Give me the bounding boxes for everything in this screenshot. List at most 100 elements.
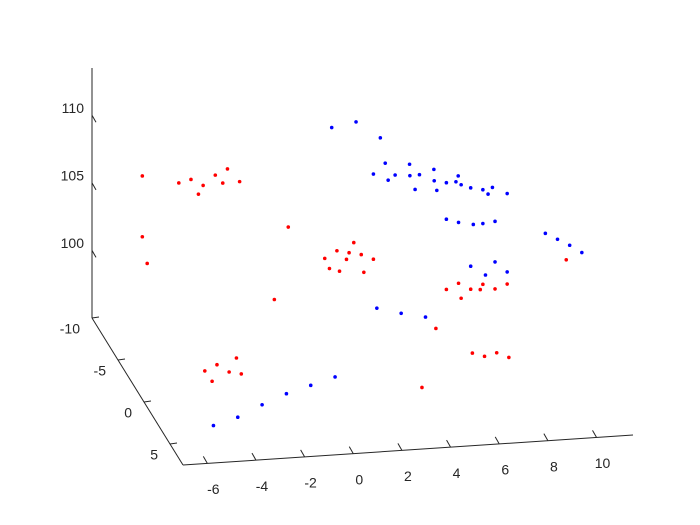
- x-tick-label: 0: [355, 471, 363, 487]
- z-tick-label: 100: [61, 235, 85, 251]
- point: [347, 250, 351, 255]
- point: [555, 237, 560, 242]
- point: [459, 296, 463, 301]
- point: [459, 182, 463, 187]
- point: [383, 161, 388, 165]
- x-tick-label: -2: [304, 475, 317, 491]
- point: [210, 379, 214, 384]
- point: [322, 256, 327, 261]
- point: [203, 369, 207, 373]
- x-tick-label: 2: [404, 468, 412, 484]
- point: [494, 351, 499, 355]
- point: [327, 266, 332, 271]
- point: [140, 234, 145, 239]
- x-tick: [446, 439, 452, 448]
- point: [399, 311, 403, 316]
- point: [493, 219, 497, 224]
- point: [432, 167, 436, 172]
- point: [211, 423, 216, 428]
- point: [482, 354, 487, 359]
- point: [225, 167, 230, 171]
- point: [408, 173, 412, 178]
- point: [333, 375, 337, 379]
- y-tick: [143, 400, 152, 403]
- point: [196, 192, 201, 196]
- point: [344, 257, 349, 262]
- point: [329, 125, 334, 130]
- point: [362, 270, 366, 275]
- x-tick: [300, 449, 306, 458]
- y-axis: [91, 317, 184, 466]
- point: [468, 186, 473, 190]
- x-tick-label: 8: [550, 458, 558, 474]
- point: [335, 249, 339, 253]
- z-tick-label: 105: [61, 168, 85, 184]
- x-tick-label: 10: [595, 455, 611, 471]
- point: [220, 181, 225, 185]
- x-tick: [348, 446, 354, 454]
- point: [371, 257, 376, 261]
- point: [478, 287, 483, 292]
- point: [505, 270, 509, 274]
- point: [337, 269, 342, 274]
- y-tick-label: -5: [94, 363, 107, 379]
- point: [235, 415, 240, 420]
- point: [456, 174, 461, 178]
- point: [490, 185, 495, 190]
- point: [213, 173, 218, 177]
- point: [567, 243, 572, 248]
- x-tick: [494, 436, 500, 445]
- point: [432, 179, 437, 183]
- point: [434, 326, 438, 331]
- point: [227, 370, 231, 374]
- point: [239, 372, 244, 376]
- x-tick: [251, 452, 257, 461]
- point: [468, 264, 473, 269]
- y-tick-label: -10: [60, 321, 80, 337]
- point: [580, 250, 584, 255]
- x-tick-label: 6: [501, 462, 509, 478]
- y-tick: [117, 358, 126, 361]
- point: [371, 172, 376, 176]
- point: [201, 183, 205, 188]
- point: [444, 217, 449, 221]
- y-tick-label: 5: [150, 447, 158, 463]
- point: [444, 287, 449, 292]
- point: [234, 356, 239, 360]
- point: [564, 257, 569, 262]
- point: [407, 162, 412, 167]
- z-tick: [91, 250, 97, 258]
- point: [481, 187, 485, 192]
- point: [145, 261, 149, 266]
- y-tick-label: 0: [124, 405, 132, 421]
- point: [286, 225, 291, 229]
- x-tick: [202, 456, 208, 464]
- point: [468, 287, 473, 291]
- point: [507, 355, 511, 360]
- point: [505, 191, 509, 196]
- point: [378, 136, 383, 140]
- point: [284, 391, 289, 396]
- z-tick: [91, 115, 97, 123]
- point: [140, 174, 145, 178]
- point: [505, 282, 509, 286]
- y-tick: [91, 316, 100, 319]
- point: [215, 362, 219, 367]
- point: [493, 287, 497, 291]
- point: [393, 173, 397, 177]
- point: [237, 179, 242, 184]
- point: [481, 221, 485, 226]
- point: [375, 306, 379, 310]
- point: [456, 281, 461, 286]
- point: [386, 178, 390, 182]
- point: [359, 252, 364, 257]
- z-tick: [91, 182, 97, 191]
- point: [481, 282, 485, 287]
- z-tick-label: 110: [62, 100, 85, 116]
- point: [471, 222, 476, 227]
- point: [177, 181, 181, 185]
- point: [483, 273, 488, 277]
- y-tick: [169, 442, 178, 445]
- point: [470, 351, 475, 355]
